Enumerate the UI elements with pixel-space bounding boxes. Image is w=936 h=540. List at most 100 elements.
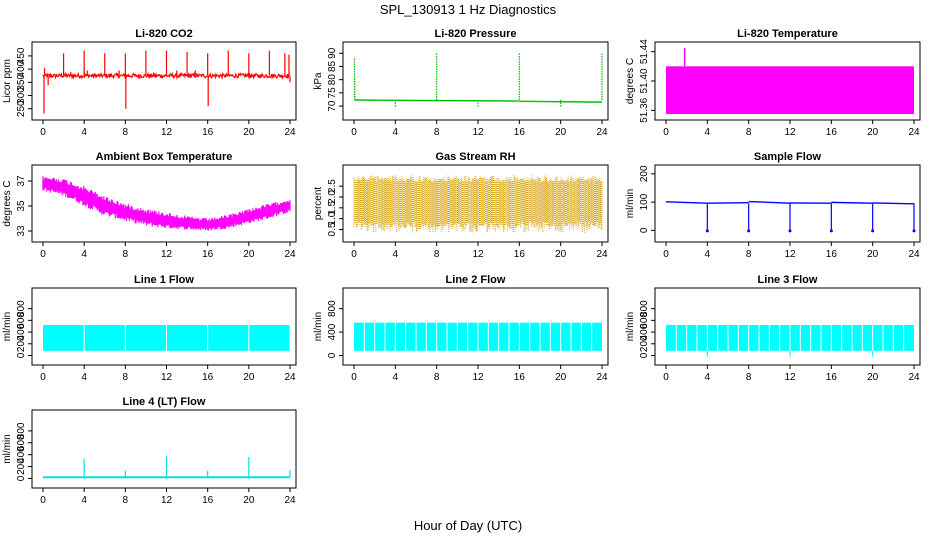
- series-segment: [665, 201, 708, 204]
- x-tick-label: 24: [596, 249, 608, 260]
- y-tick-label: 90: [327, 47, 338, 59]
- panel-title: Line 4 (LT) Flow: [123, 396, 206, 408]
- y-tick-label: 70: [327, 100, 338, 112]
- x-tick-label: 16: [202, 495, 214, 506]
- y-tick-label: 400: [16, 60, 27, 77]
- x-tick-label: 12: [784, 249, 796, 260]
- y-axis-label: ml/min: [2, 312, 13, 341]
- y-tick-label: 400: [639, 323, 650, 340]
- y-tick-label: 800: [327, 300, 338, 317]
- panel-2: Li-820 Temperature degrees C 0 4 8 12 16 20 24 51…: [625, 28, 921, 138]
- y-tick-label: 37: [16, 175, 27, 187]
- x-tick-label: 8: [746, 127, 752, 138]
- x-tick-label: 16: [202, 127, 214, 138]
- y-tick-label: 100: [639, 193, 650, 210]
- y-tick-label: 51.36: [639, 97, 650, 122]
- dip-point: [788, 229, 792, 233]
- series-area: [666, 66, 914, 114]
- y-axis-label: degrees C: [2, 180, 13, 226]
- x-tick-label: 4: [393, 249, 399, 260]
- y-tick-label: 0.5: [327, 222, 338, 236]
- y-tick-label: 250: [16, 100, 27, 117]
- y-tick-label: 80: [327, 74, 338, 86]
- x-tick-label: 24: [596, 127, 608, 138]
- y-tick-label: 0: [327, 352, 338, 358]
- x-tick-label: 0: [663, 372, 669, 383]
- y-axis-label: ml/min: [2, 434, 13, 463]
- dip-point: [747, 229, 751, 233]
- x-tick-label: 16: [202, 372, 214, 383]
- y-axis-label: ml/min: [313, 312, 324, 341]
- y-tick-label: 400: [16, 323, 27, 340]
- y-tick-label: 600: [16, 434, 27, 451]
- panel-3: Ambient Box Temperature degrees C 0 4 8 12 16 2…: [2, 151, 297, 260]
- series-1: [353, 53, 603, 108]
- x-tick-label: 16: [514, 127, 526, 138]
- x-tick-label: 4: [705, 249, 711, 260]
- x-tick-label: 0: [351, 127, 357, 138]
- dip-point: [829, 229, 833, 233]
- series-segment: [831, 201, 873, 204]
- panel-4: Gas Stream RH percent 0 4 8 12 16 20 24 0.51.01.5…: [313, 151, 609, 260]
- x-tick-label: 20: [555, 127, 567, 138]
- y-tick-label: 51.44: [639, 39, 650, 64]
- x-tick-label: 4: [705, 127, 711, 138]
- y-axis-label: ml/min: [625, 312, 636, 341]
- y-tick-label: 800: [16, 300, 27, 317]
- x-tick-label: 16: [514, 372, 526, 383]
- x-tick-label: 12: [472, 249, 484, 260]
- x-tick-label: 20: [243, 127, 255, 138]
- figure-title: SPL_130913 1 Hz Diagnostics: [379, 2, 557, 17]
- panel-frame: [31, 287, 297, 366]
- y-tick-label: 51.40: [639, 68, 650, 93]
- series-2: [666, 48, 914, 114]
- x-tick-label: 12: [161, 372, 173, 383]
- x-tick-label: 8: [434, 249, 440, 260]
- panel-title: Line 2 Flow: [446, 274, 506, 286]
- x-tick-label: 24: [908, 127, 920, 138]
- x-tick-label: 8: [434, 127, 440, 138]
- panel-title: Li-820 CO2: [135, 28, 192, 40]
- x-tick-label: 4: [81, 127, 87, 138]
- x-tick-label: 20: [243, 249, 255, 260]
- y-tick-label: 200: [16, 335, 27, 352]
- series-7: [354, 322, 602, 351]
- panel-title: Li-820 Pressure: [435, 28, 517, 40]
- panel-frame: [342, 41, 609, 121]
- x-tick-label: 12: [161, 495, 173, 506]
- panel-title: Sample Flow: [754, 151, 822, 163]
- series-4: [353, 175, 603, 233]
- y-tick-label: 200: [639, 335, 650, 352]
- y-axis-label: percent: [313, 187, 324, 221]
- x-tick-label: 4: [393, 372, 399, 383]
- y-tick-label: 85: [327, 60, 338, 72]
- x-tick-label: 16: [514, 249, 526, 260]
- x-tick-label: 16: [826, 249, 838, 260]
- panel-title: Gas Stream RH: [435, 151, 515, 163]
- y-axis-label: ml/min: [625, 189, 636, 218]
- y-tick-label: 800: [639, 300, 650, 317]
- x-axis-caption: Hour of Day (UTC): [413, 518, 523, 533]
- x-tick-label: 20: [867, 372, 879, 383]
- series-8: [666, 325, 914, 357]
- x-tick-label: 16: [826, 127, 838, 138]
- series-segment: [872, 202, 915, 205]
- x-tick-label: 24: [596, 372, 608, 383]
- x-tick-label: 0: [40, 372, 46, 383]
- y-tick-label: 33: [16, 225, 27, 237]
- y-tick-label: 35: [16, 200, 27, 212]
- x-tick-label: 4: [705, 372, 711, 383]
- dip-point: [912, 229, 916, 233]
- x-tick-label: 0: [663, 249, 669, 260]
- x-tick-label: 4: [81, 249, 87, 260]
- y-tick-label: 400: [327, 323, 338, 340]
- x-tick-label: 20: [243, 495, 255, 506]
- x-tick-label: 12: [784, 372, 796, 383]
- y-tick-label: 75: [327, 87, 338, 99]
- panel-title: Line 3 Flow: [758, 274, 818, 286]
